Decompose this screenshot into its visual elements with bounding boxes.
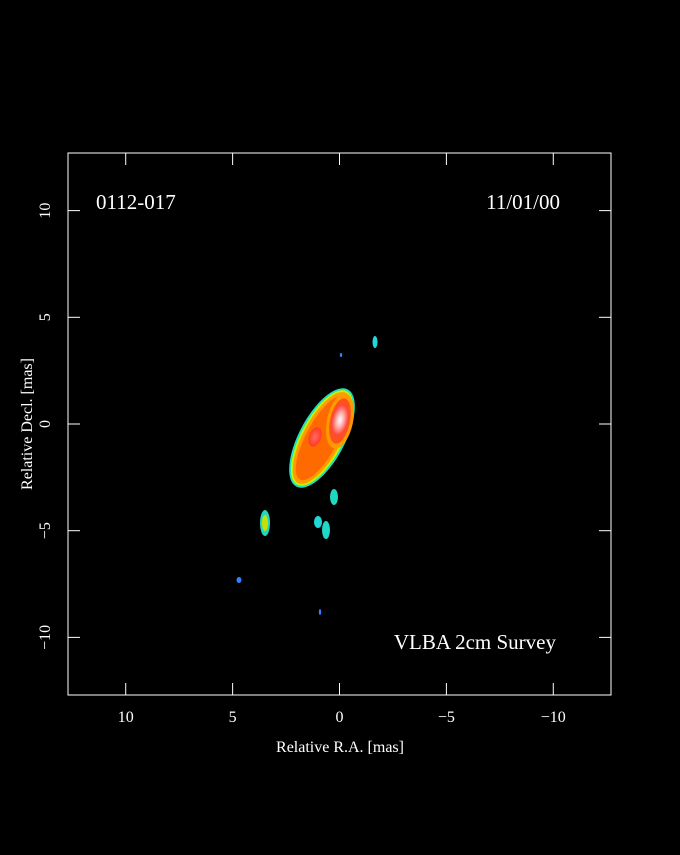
- y-tick-label: 0: [37, 420, 54, 428]
- observation-date: 11/01/00: [486, 190, 560, 214]
- x-tick-label: 0: [336, 709, 344, 726]
- emission: [236, 336, 378, 615]
- x-tick-label: 5: [229, 709, 237, 726]
- y-tick-label: −10: [37, 625, 54, 650]
- x-tick-label: −5: [438, 709, 455, 726]
- x-tick-label: −10: [541, 709, 566, 726]
- x-axis-label: Relative R.A. [mas]: [276, 739, 404, 756]
- x-tick-label: 10: [118, 709, 134, 726]
- y-tick-label: −5: [37, 522, 54, 539]
- y-axis-label: Relative Decl. [mas]: [19, 358, 36, 490]
- y-tick-label: 10: [37, 203, 54, 219]
- survey-label: VLBA 2cm Survey: [394, 630, 557, 654]
- source-name: 0112-017: [96, 190, 176, 214]
- y-tick-label: 5: [37, 313, 54, 321]
